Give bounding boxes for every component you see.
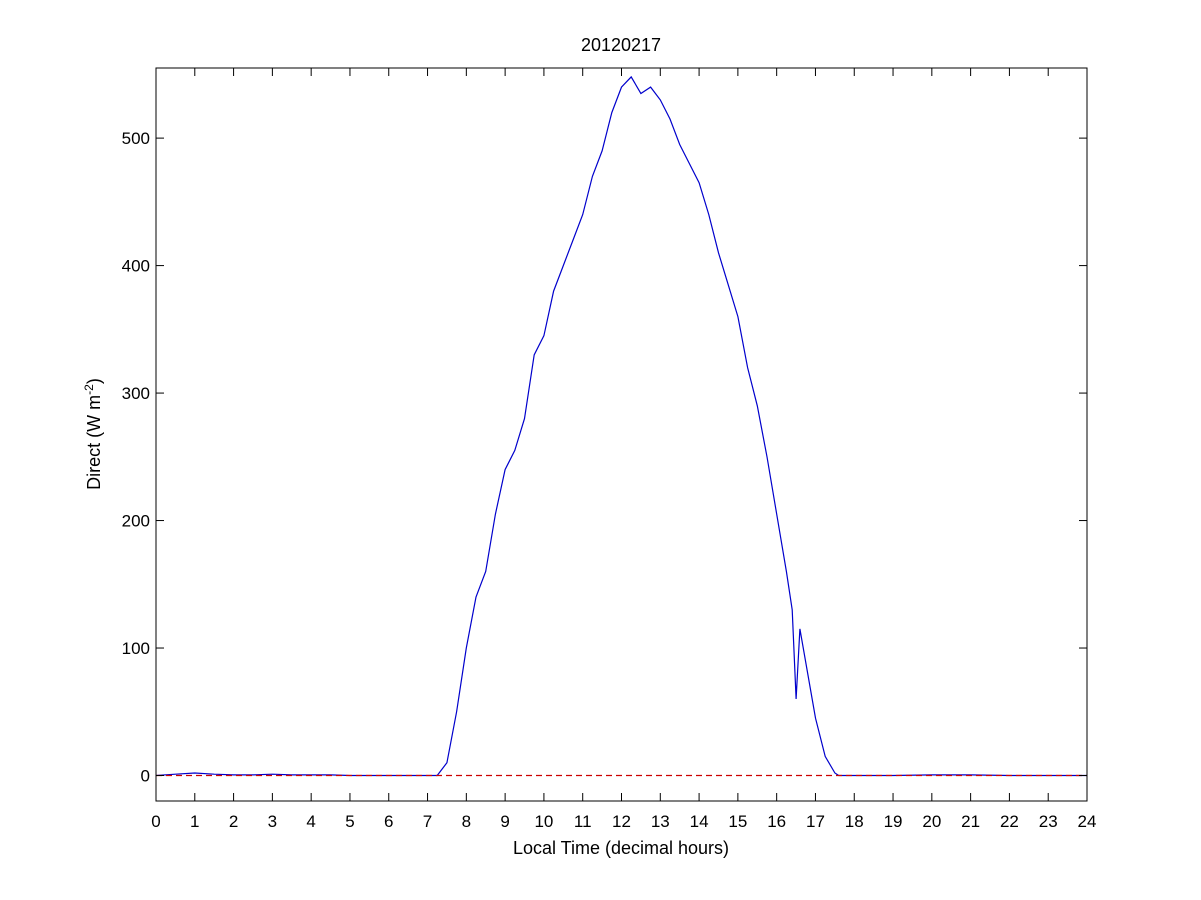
x-tick-label: 4	[306, 812, 315, 831]
series-line-0	[155, 75, 1087, 777]
x-tick-label: 17	[806, 812, 825, 831]
y-tick-label: 100	[122, 639, 150, 658]
x-tick-label: 0	[151, 812, 160, 831]
x-tick-label: 2	[229, 812, 238, 831]
series-layer	[155, 75, 1087, 777]
x-tick-label: 21	[961, 812, 980, 831]
x-tick-label: 6	[384, 812, 393, 831]
y-tick-label: 200	[122, 512, 150, 531]
y-tick-label: 0	[141, 767, 150, 786]
x-tick-label: 7	[423, 812, 432, 831]
x-tick-label: 5	[345, 812, 354, 831]
x-tick-label: 12	[612, 812, 631, 831]
x-tick-label: 15	[728, 812, 747, 831]
x-tick-label: 14	[690, 812, 709, 831]
ticks-layer: 0 1 2 3 4 5 6 7 8 9 10 11 12 13 14 15 16 17 18 19 20 21 22 23 24…	[122, 68, 1097, 831]
y-axis-title-base: Direct (W m	[84, 395, 104, 490]
x-tick-label: 20	[922, 812, 941, 831]
plot-frame	[155, 67, 1088, 802]
x-axis-title: Local Time (decimal hours)	[513, 838, 729, 858]
x-tick-label: 18	[845, 812, 864, 831]
x-tick-label: 1	[190, 812, 199, 831]
y-axis-title-sup: -2	[82, 384, 96, 395]
x-tick-label: 11	[574, 812, 592, 831]
y-tick-label: 500	[122, 129, 150, 148]
x-tick-label: 23	[1039, 812, 1058, 831]
chart-title: 20120217	[581, 35, 661, 55]
x-tick-label: 9	[500, 812, 509, 831]
x-tick-label: 22	[1000, 812, 1019, 831]
y-axis-title-close: )	[84, 378, 104, 384]
x-tick-label: 3	[268, 812, 277, 831]
y-tick-label: 300	[122, 384, 150, 403]
x-tick-label: 13	[651, 812, 670, 831]
x-tick-label: 16	[767, 812, 786, 831]
x-tick-label: 24	[1078, 812, 1097, 831]
y-tick-label: 400	[122, 257, 150, 276]
y-axis-title: Direct (W m-2)	[82, 378, 104, 490]
x-tick-label: 8	[462, 812, 471, 831]
x-tick-label: 19	[884, 812, 903, 831]
x-tick-label: 10	[534, 812, 553, 831]
